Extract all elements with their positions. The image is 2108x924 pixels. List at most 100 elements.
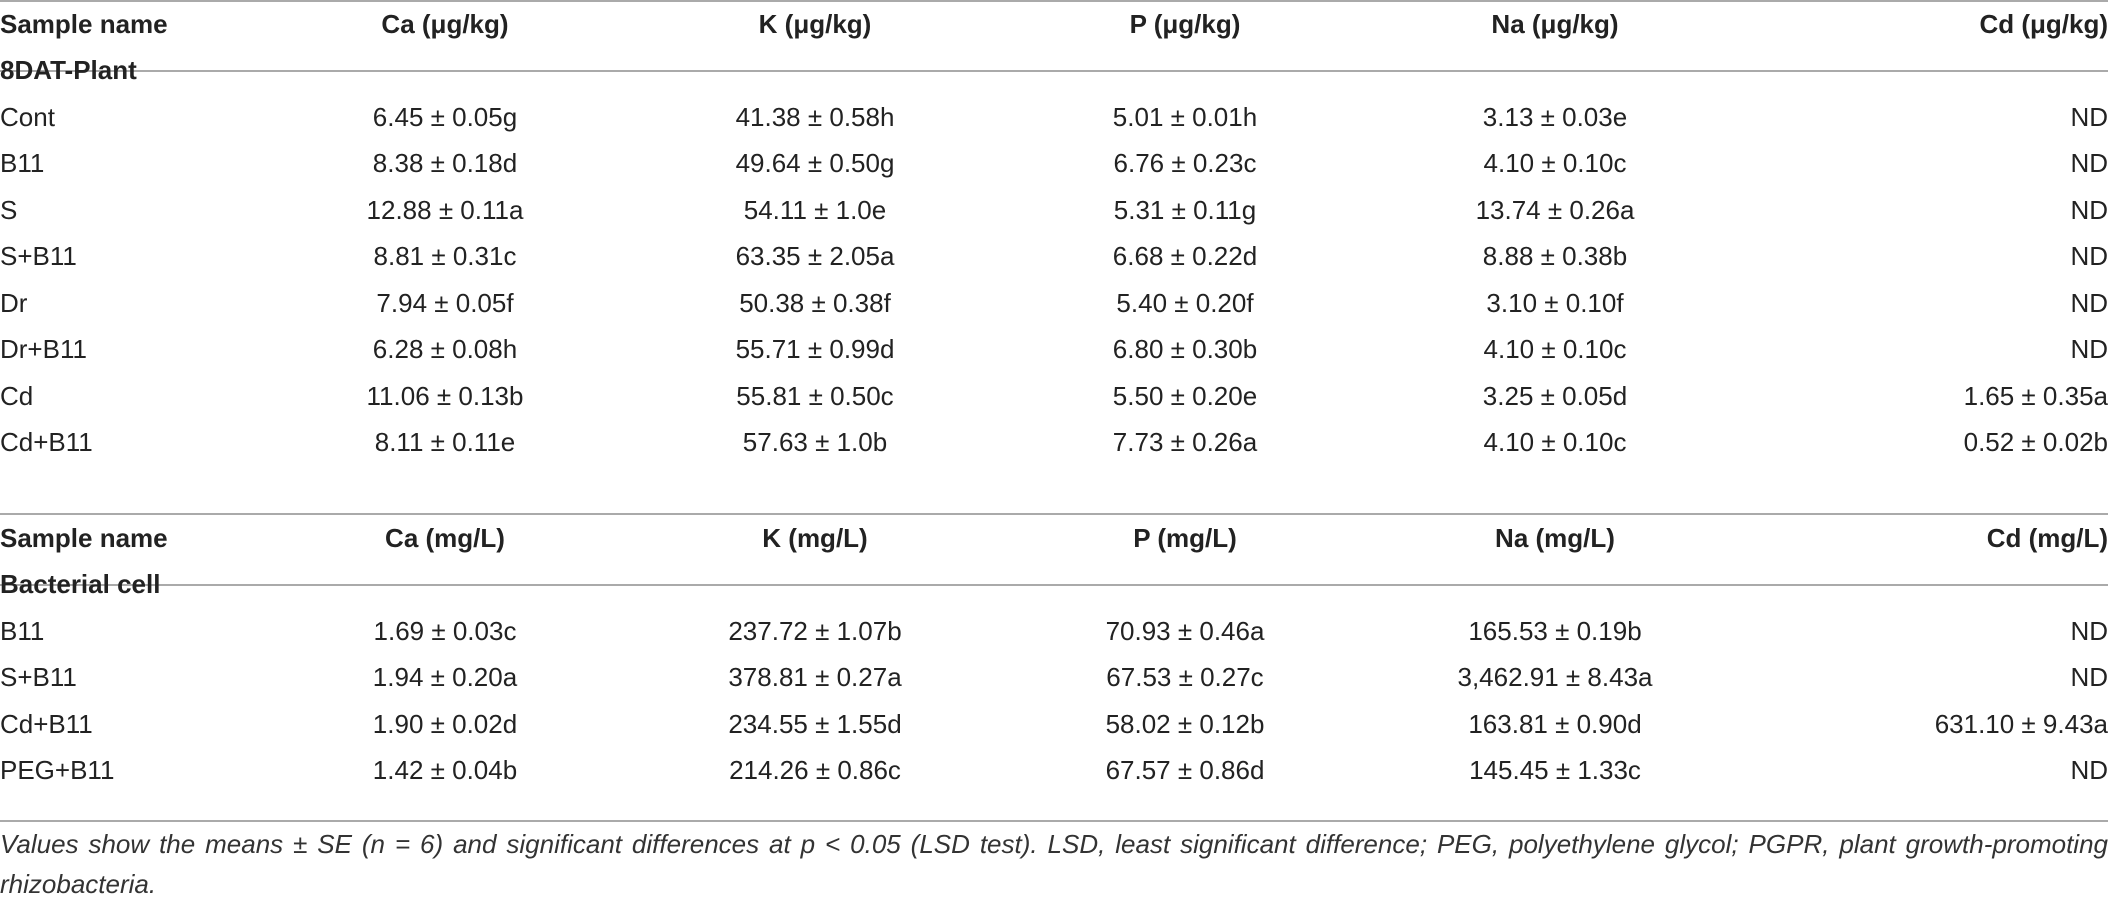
sample-name-cell: Cd xyxy=(0,380,34,411)
column-header: P (μg/kg) xyxy=(1129,8,1241,39)
sample-name-cell: Dr xyxy=(0,287,28,318)
sample-name-cell: Dr+B11 xyxy=(0,334,87,365)
sample-name-cell: Cont xyxy=(0,101,55,132)
value-cell: 55.81 ± 0.50c xyxy=(736,380,894,411)
table-footnote: Values show the means ± SE (n = 6) and s… xyxy=(0,829,2108,899)
value-cell: 49.64 ± 0.50g xyxy=(735,148,895,179)
value-cell: ND xyxy=(2070,334,2108,365)
table-header-row: Sample name Ca (mg/L) K (mg/L) P (mg/L) … xyxy=(0,515,2108,562)
value-cell: ND xyxy=(2070,662,2108,693)
value-cell: 5.01 ± 0.01h xyxy=(1112,101,1258,132)
header-rule-2 xyxy=(0,584,2108,586)
value-cell: 237.72 ± 1.07b xyxy=(728,615,902,646)
value-cell: 54.11 ± 1.0e xyxy=(743,194,887,225)
column-header: Sample name xyxy=(0,522,168,553)
value-cell: 63.35 ± 2.05a xyxy=(735,241,895,272)
value-cell: ND xyxy=(2070,287,2108,318)
plant-nutrient-table: Sample name Ca (μg/kg) K (μg/kg) P (μg/k… xyxy=(0,1,2108,466)
value-cell: 145.45 ± 1.33c xyxy=(1469,755,1641,786)
column-header: Ca (μg/kg) xyxy=(381,8,509,39)
table-row: S+B11 1.94 ± 0.20a 378.81 ± 0.27a 67.53 ± 0… xyxy=(0,655,2108,702)
column-header: P (mg/L) xyxy=(1133,522,1237,553)
value-cell: 0.52 ± 0.02b xyxy=(1963,427,2108,458)
table-row: Cont 6.45 ± 0.05g 41.38 ± 0.58h 5.01 ± 0.01… xyxy=(0,94,2108,141)
value-cell: 7.73 ± 0.26a xyxy=(1112,427,1258,458)
column-header: Cd (mg/L) xyxy=(1986,522,2108,553)
table-row: Cd 11.06 ± 0.13b 55.81 ± 0.50c 5.50 ± 0.20e… xyxy=(0,373,2108,420)
value-cell: 4.10 ± 0.10c xyxy=(1483,148,1627,179)
value-cell: 8.11 ± 0.11e xyxy=(374,427,516,458)
value-cell: 6.80 ± 0.30b xyxy=(1112,334,1258,365)
value-cell: 1.69 ± 0.03c xyxy=(373,615,517,646)
value-cell: ND xyxy=(2070,101,2108,132)
value-cell: 67.53 ± 0.27c xyxy=(1106,662,1264,693)
value-cell: 4.10 ± 0.10c xyxy=(1483,334,1627,365)
value-cell: ND xyxy=(2070,755,2108,786)
sample-name-cell: S xyxy=(0,194,18,225)
value-cell: 214.26 ± 0.86c xyxy=(729,755,901,786)
table-row: S+B11 8.81 ± 0.31c 63.35 ± 2.05a 6.68 ± 0.2… xyxy=(0,234,2108,281)
column-header: K (mg/L) xyxy=(762,522,868,553)
value-cell: 1.94 ± 0.20a xyxy=(372,662,518,693)
column-header: Na (μg/kg) xyxy=(1491,8,1619,39)
column-header: Cd (μg/kg) xyxy=(1979,8,2108,39)
value-cell: 1.90 ± 0.02d xyxy=(372,708,518,739)
value-cell: 58.02 ± 0.12b xyxy=(1105,708,1265,739)
value-cell: 3.13 ± 0.03e xyxy=(1482,101,1628,132)
column-header: K (μg/kg) xyxy=(758,8,872,39)
sample-name-cell: S+B11 xyxy=(0,241,77,272)
value-cell: 3,462.91 ± 8.43a xyxy=(1457,662,1653,693)
bacterial-nutrient-table: Sample name Ca (mg/L) K (mg/L) P (mg/L) … xyxy=(0,515,2108,794)
value-cell: 11.06 ± 0.13b xyxy=(366,380,524,411)
value-cell: 5.50 ± 0.20e xyxy=(1112,380,1258,411)
sample-name-cell: S+B11 xyxy=(0,662,77,693)
value-cell: 234.55 ± 1.55d xyxy=(728,708,902,739)
sample-name-cell: PEG+B11 xyxy=(0,755,115,786)
value-cell: 12.88 ± 0.11a xyxy=(366,194,524,225)
value-cell: 8.88 ± 0.38b xyxy=(1482,241,1628,272)
value-cell: 6.28 ± 0.08h xyxy=(372,334,518,365)
sample-name-cell: B11 xyxy=(0,148,45,179)
value-cell: 67.57 ± 0.86d xyxy=(1105,755,1265,786)
value-cell: ND xyxy=(2070,194,2108,225)
value-cell: ND xyxy=(2070,241,2108,272)
group-row: 8DAT-Plant xyxy=(0,48,2108,95)
sample-name-cell: Cd+B11 xyxy=(0,427,93,458)
table-row: Dr+B11 6.28 ± 0.08h 55.71 ± 0.99d 6.80 ± 0.… xyxy=(0,327,2108,374)
sample-name-cell: B11 xyxy=(0,615,45,646)
table-row: PEG+B11 1.42 ± 0.04b 214.26 ± 0.86c 67.57 ±… xyxy=(0,748,2108,795)
table-row: Dr 7.94 ± 0.05f 50.38 ± 0.38f 5.40 ± 0.20f 3… xyxy=(0,280,2108,327)
value-cell: 1.42 ± 0.04b xyxy=(372,755,518,786)
table-row: B11 1.69 ± 0.03c 237.72 ± 1.07b 70.93 ± 0.4… xyxy=(0,608,2108,655)
column-header: Na (mg/L) xyxy=(1495,522,1615,553)
group-row: Bacterial cell xyxy=(0,562,2108,609)
value-cell: 8.38 ± 0.18d xyxy=(372,148,518,179)
group-label: Bacterial cell xyxy=(0,569,161,600)
value-cell: 4.10 ± 0.10c xyxy=(1483,427,1627,458)
table-row: Cd+B11 8.11 ± 0.11e 57.63 ± 1.0b 7.73 ± 0.2… xyxy=(0,420,2108,467)
value-cell: 3.10 ± 0.10f xyxy=(1486,287,1624,318)
value-cell: 55.71 ± 0.99d xyxy=(735,334,895,365)
header-rule-1 xyxy=(0,70,2108,72)
sample-name-cell: Cd+B11 xyxy=(0,708,93,739)
value-cell: 41.38 ± 0.58h xyxy=(735,101,895,132)
value-cell: 1.65 ± 0.35a xyxy=(1963,380,2108,411)
value-cell: 3.25 ± 0.05d xyxy=(1482,380,1628,411)
table-top-rule xyxy=(0,0,2108,2)
value-cell: 631.10 ± 9.43a xyxy=(1934,708,2108,739)
value-cell: 378.81 ± 0.27a xyxy=(728,662,902,693)
table-row: B11 8.38 ± 0.18d 49.64 ± 0.50g 6.76 ± 0.23c… xyxy=(0,141,2108,188)
value-cell: 70.93 ± 0.46a xyxy=(1105,615,1265,646)
value-cell: 57.63 ± 1.0b xyxy=(742,427,888,458)
value-cell: 8.81 ± 0.31c xyxy=(373,241,517,272)
group-label: 8DAT-Plant xyxy=(0,55,137,86)
value-cell: 6.68 ± 0.22d xyxy=(1112,241,1258,272)
column-header: Ca (mg/L) xyxy=(385,522,505,553)
table-row: S 12.88 ± 0.11a 54.11 ± 1.0e 5.31 ± 0.11g 13… xyxy=(0,187,2108,234)
value-cell: ND xyxy=(2070,148,2108,179)
value-cell: 7.94 ± 0.05f xyxy=(376,287,514,318)
value-cell: 163.81 ± 0.90d xyxy=(1468,708,1642,739)
value-cell: 13.74 ± 0.26a xyxy=(1475,194,1635,225)
section-divider-rule xyxy=(0,513,2108,515)
